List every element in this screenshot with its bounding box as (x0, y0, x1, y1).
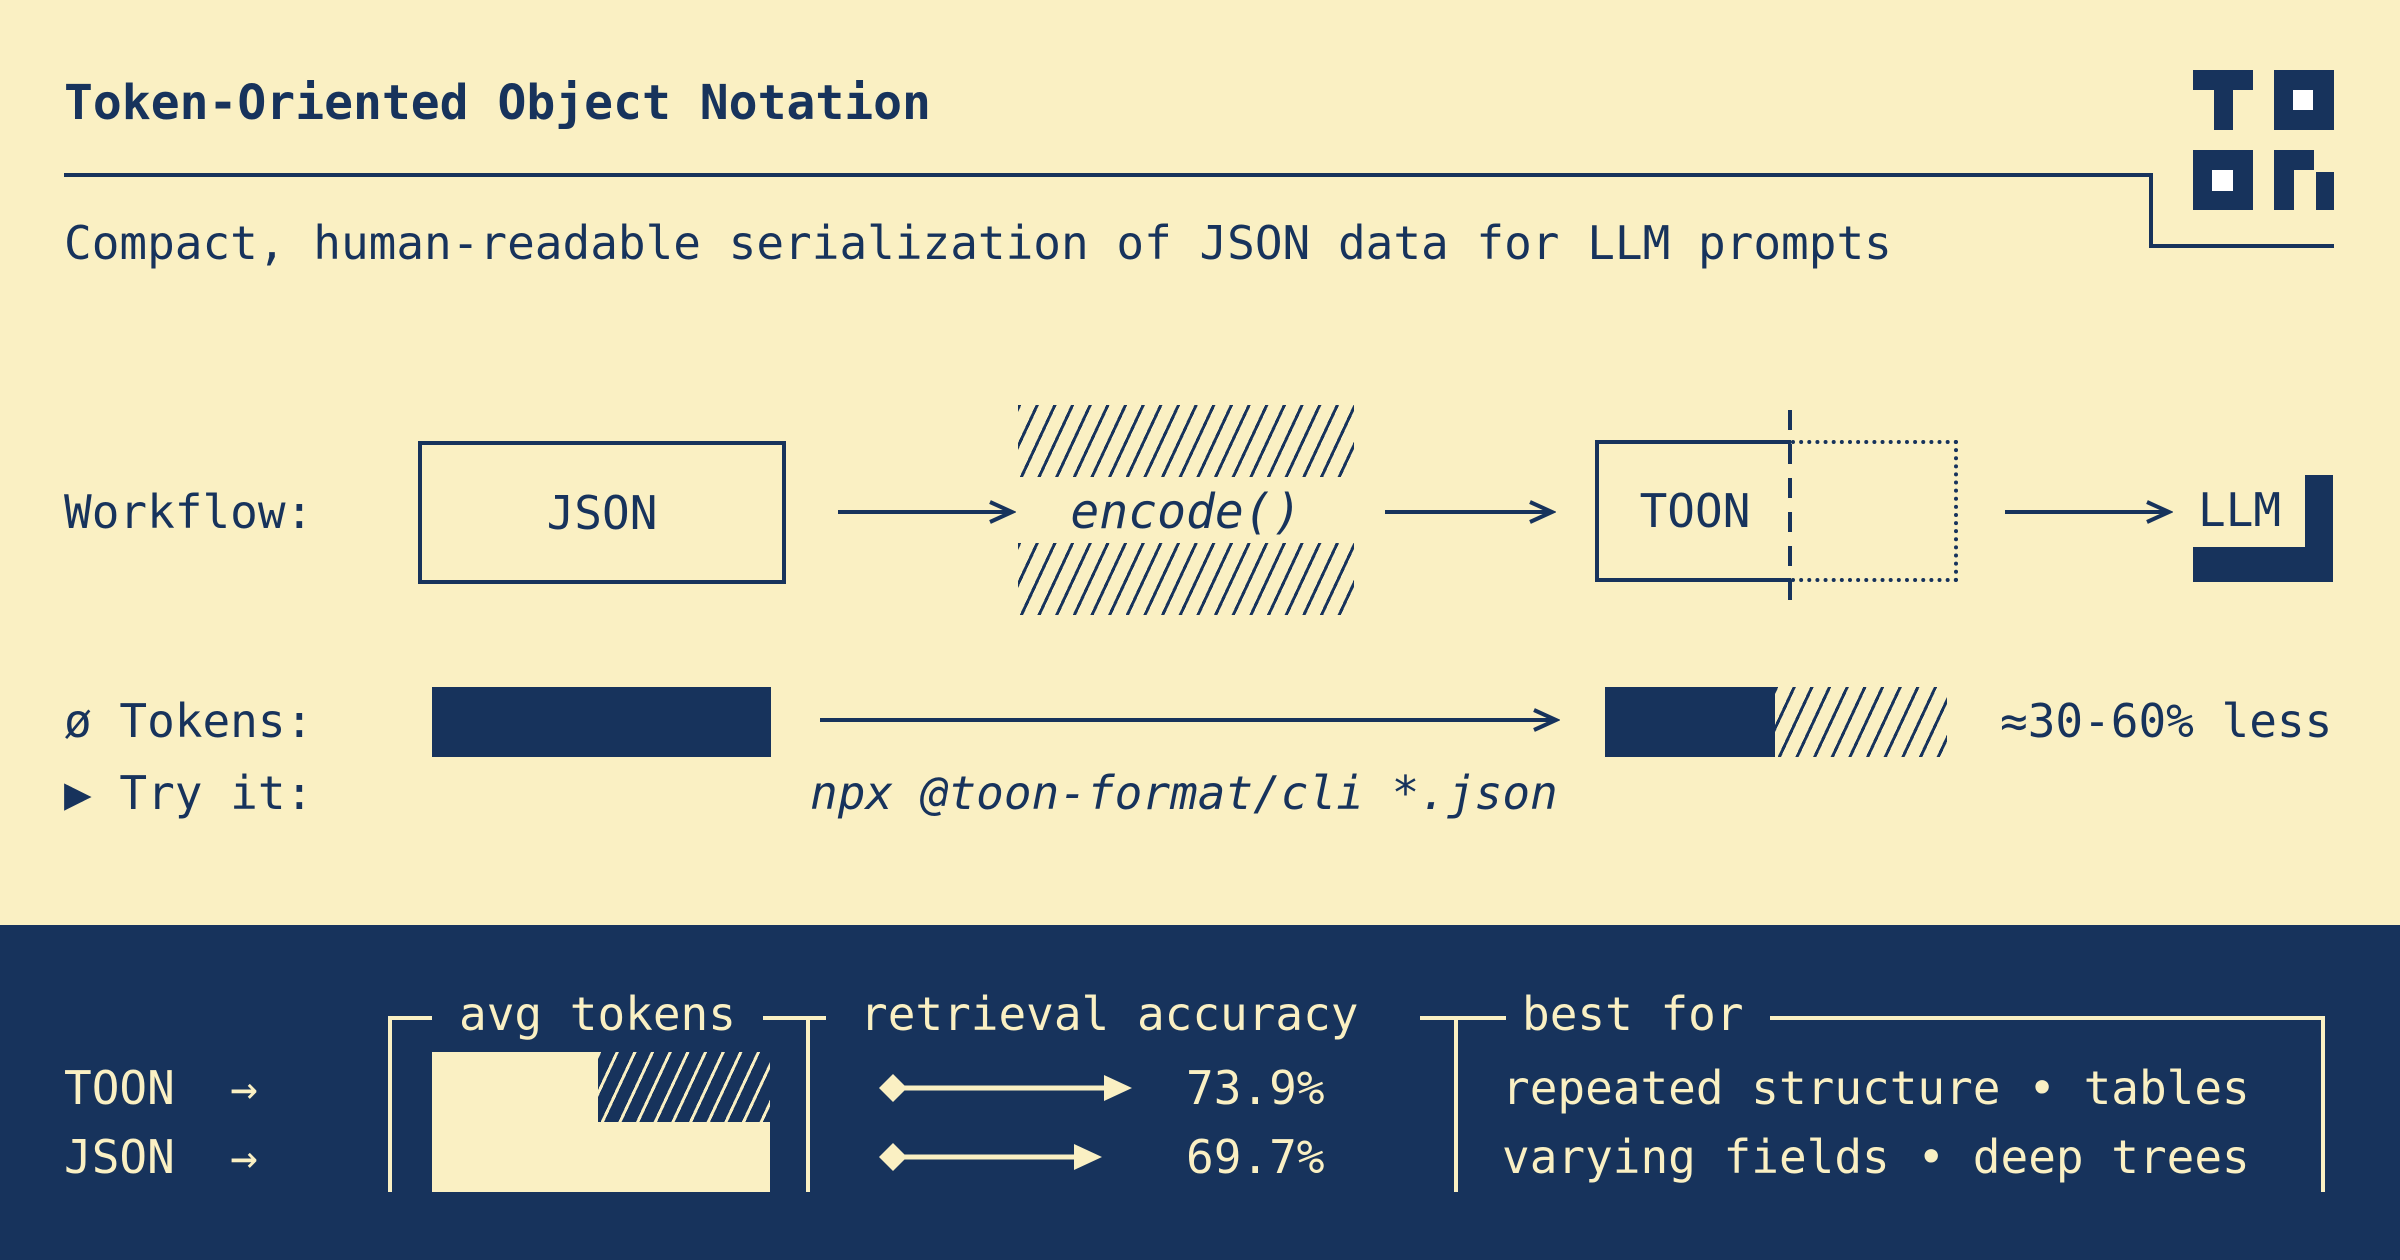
toon-box-dotted-half (1791, 440, 1958, 582)
column-separator-2 (1454, 1016, 1458, 1192)
title-rule-under-logo (2149, 244, 2334, 248)
title-rule (64, 173, 2150, 177)
try-it-label: ▶ Try it: (64, 766, 314, 820)
toon-logo-icon (2193, 70, 2334, 210)
tokens-bar-toon-solid (1605, 687, 1775, 757)
header-best-for: best for (1522, 987, 1744, 1041)
bar-json-avg-tokens (432, 1122, 770, 1192)
workflow-node-toon-label: TOON (1639, 484, 1751, 538)
workflow-node-toon: TOON (1595, 440, 1791, 582)
tokens-savings-note: ≈30-60% less (2000, 694, 2333, 748)
header-rule-seg2 (763, 1016, 826, 1020)
comparison-band: avg tokens retrieval accuracy best for T… (0, 925, 2400, 1260)
accuracy-arrow-toon (879, 1074, 1132, 1102)
bar-toon-avg-tokens-hatched (598, 1052, 770, 1122)
row-label-json: JSON → (64, 1130, 258, 1184)
table-bracket-right (2321, 1016, 2325, 1192)
row-label-toon: TOON → (64, 1061, 258, 1115)
bar-toon-avg-tokens (432, 1052, 598, 1122)
header-retrieval-accuracy: retrieval accuracy (860, 987, 1359, 1041)
tokens-bar-json (432, 687, 771, 757)
header-avg-tokens: avg tokens (459, 987, 736, 1041)
try-it-command: npx @toon-format/cli *.json (810, 766, 1558, 820)
workflow-node-encode-label: encode() (1070, 484, 1302, 540)
arrow-toon-to-llm (2005, 500, 2173, 524)
header-rule-seg4 (1770, 1016, 2325, 1020)
tokens-label: ø Tokens: (64, 694, 314, 748)
tokens-bar-toon-hatched (1775, 687, 1947, 757)
workflow-node-json: JSON (418, 441, 786, 584)
column-separator-1 (806, 1016, 810, 1192)
workflow-node-json-label: JSON (546, 485, 658, 540)
header-rule-seg1 (388, 1016, 432, 1020)
arrow-tokens-reduction (820, 708, 1560, 732)
arrow-encode-to-toon (1385, 500, 1556, 524)
page-title: Token-Oriented Object Notation (64, 75, 931, 131)
encode-hatch-top (1018, 405, 1354, 477)
workflow-node-llm-label: LLM (2198, 483, 2282, 537)
accuracy-value-toon: 73.9% (1186, 1061, 1325, 1115)
best-for-toon: repeated structure • tables (1502, 1061, 2250, 1115)
header-rule-seg3 (1420, 1016, 1506, 1020)
accuracy-arrow-json (879, 1143, 1102, 1171)
toon-box-cut-line (1788, 410, 1792, 610)
llm-corner-glyph-vertical (2305, 475, 2333, 582)
page-subtitle: Compact, human-readable serialization of… (64, 216, 1892, 270)
arrow-json-to-encode (838, 500, 1016, 524)
accuracy-value-json: 69.7% (1186, 1130, 1325, 1184)
workflow-label: Workflow: (64, 485, 314, 539)
title-rule-elbow (2149, 173, 2153, 248)
encode-hatch-bottom (1018, 543, 1354, 615)
table-bracket-left (388, 1016, 392, 1192)
best-for-json: varying fields • deep trees (1502, 1130, 2250, 1184)
